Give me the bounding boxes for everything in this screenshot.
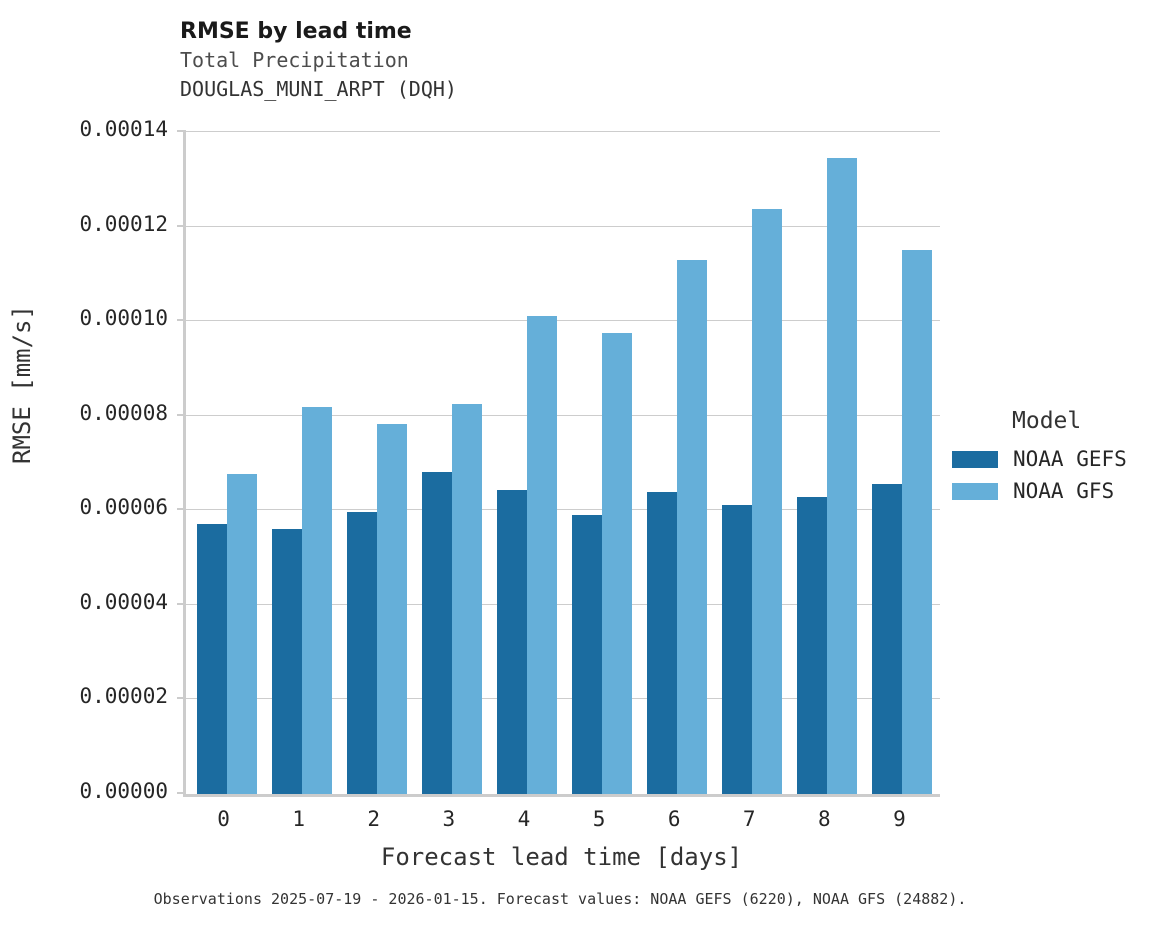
y-axis-tick-label: 0.00000 <box>79 779 168 803</box>
legend-title: Model <box>1012 408 1082 434</box>
y-axis-tick-label: 0.00006 <box>79 495 168 520</box>
bar-noaa-gefs-lead-9 <box>872 484 903 794</box>
gridline <box>186 131 940 132</box>
bar-noaa-gfs-lead-3 <box>451 403 482 794</box>
legend-item-label: NOAA GFS <box>1013 479 1115 503</box>
x-axis-tick-label-8: 8 <box>818 807 831 831</box>
y-axis-tick-label: 0.00004 <box>79 589 168 614</box>
y-axis-tick-label: 0.00002 <box>79 684 168 709</box>
x-axis-tick-label-7: 7 <box>742 807 756 831</box>
legend-swatch-icon <box>952 450 998 468</box>
chart-station-label: DOUGLAS_MUNI_ARPT (DQH) <box>180 77 457 101</box>
bar-noaa-gefs-lead-4 <box>496 490 527 794</box>
y-axis-tick <box>177 224 186 227</box>
bar-noaa-gfs-lead-2 <box>376 423 407 794</box>
y-axis-tick-label: 0.00010 <box>79 306 168 331</box>
bar-noaa-gefs-lead-6 <box>647 492 678 794</box>
y-axis-tick-label: 0.00014 <box>79 117 168 141</box>
legend-entries: NOAA GEFS NOAA GFS <box>952 443 1172 507</box>
page-title: RMSE by lead time <box>180 19 412 44</box>
bar-noaa-gfs-lead-5 <box>602 332 633 794</box>
bar-noaa-gfs-lead-4 <box>526 315 557 794</box>
bar-noaa-gefs-lead-7 <box>722 504 753 794</box>
bar-noaa-gfs-lead-7 <box>752 208 783 794</box>
y-axis-tick <box>177 130 186 132</box>
bar-noaa-gefs-lead-5 <box>572 515 603 794</box>
y-axis-tick-label: 0.00012 <box>79 211 168 236</box>
y-axis-tick <box>177 792 186 794</box>
y-axis-tick <box>177 413 186 416</box>
bar-noaa-gefs-lead-8 <box>797 497 828 794</box>
bar-noaa-gefs-lead-3 <box>421 472 452 794</box>
legend: Model NOAA GEFS NOAA GFS <box>952 408 1172 507</box>
gridline <box>186 225 940 227</box>
bar-noaa-gfs-lead-6 <box>677 259 708 794</box>
gridline <box>186 603 940 605</box>
x-axis-tick-label-4: 4 <box>517 807 531 831</box>
y-axis-tick <box>177 602 186 605</box>
x-axis-title: Forecast lead time [days] <box>380 843 743 871</box>
chart-title-block: RMSE by lead time Total Precipitation DO… <box>180 18 980 104</box>
bar-noaa-gfs-lead-0 <box>226 473 257 794</box>
y-axis-tick-label: 0.00008 <box>79 400 168 425</box>
bar-noaa-gefs-lead-0 <box>196 523 227 794</box>
bar-noaa-gefs-lead-2 <box>346 511 377 794</box>
chart-subtitle: Total Precipitation <box>180 48 409 72</box>
x-axis-tick-label-2: 2 <box>367 807 381 831</box>
x-axis-tick-label-9: 9 <box>893 807 906 831</box>
gridline <box>186 320 940 322</box>
x-axis-tick-label-5: 5 <box>592 807 606 831</box>
gridline <box>186 509 940 511</box>
bar-noaa-gfs-lead-8 <box>827 158 858 794</box>
y-axis-tick <box>177 508 186 511</box>
x-axis-tick-label-3: 3 <box>442 807 456 831</box>
y-axis-tick <box>177 319 186 322</box>
legend-item-noaa-gefs[interactable]: NOAA GEFS <box>952 443 1172 475</box>
bar-noaa-gefs-lead-1 <box>271 529 302 794</box>
gridline <box>186 414 940 416</box>
x-axis-tick-label-0: 0 <box>217 807 230 831</box>
bar-noaa-gfs-lead-1 <box>301 407 332 794</box>
legend-item-label: NOAA GEFS <box>1013 447 1127 471</box>
gridline <box>186 698 940 700</box>
bar-noaa-gfs-lead-9 <box>902 250 933 794</box>
footer-note: Observations 2025-07-19 - 2026-01-15. Fo… <box>153 890 967 908</box>
y-axis-tick <box>177 697 186 700</box>
x-axis-tick-label-6: 6 <box>667 807 681 831</box>
x-axis-tick-label-1: 1 <box>292 807 305 831</box>
plot-area <box>177 130 940 797</box>
legend-item-noaa-gfs[interactable]: NOAA GFS <box>952 475 1172 507</box>
legend-swatch-icon <box>952 482 998 500</box>
